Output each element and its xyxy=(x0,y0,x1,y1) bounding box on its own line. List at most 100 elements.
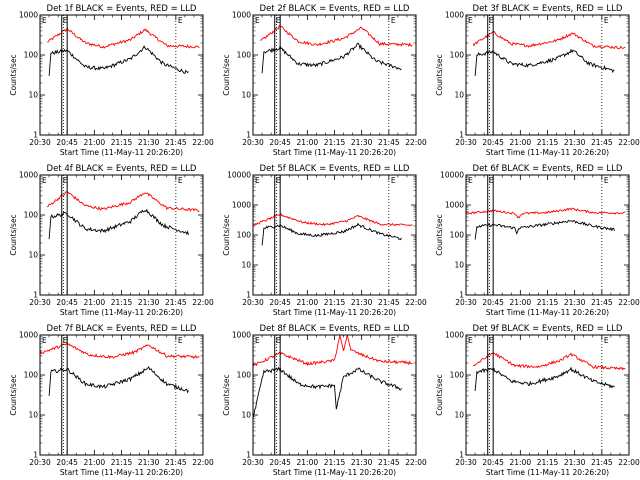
events-series-line xyxy=(48,45,189,76)
events-series-line xyxy=(48,365,189,396)
y-tick-label: 1 xyxy=(246,451,251,460)
x-tick-label: 22:00 xyxy=(405,458,427,467)
event-marker-letter: E xyxy=(276,16,281,25)
x-tick-label: 21:15 xyxy=(537,138,559,147)
x-axis-label: Start Time (11-May-11 20:26:20) xyxy=(273,308,396,317)
event-marker-letter: E xyxy=(42,16,47,25)
x-tick-label: 20:45 xyxy=(482,458,504,467)
x-axis-label: Start Time (11-May-11 20:26:20) xyxy=(60,468,183,477)
event-marker-letter: E xyxy=(468,336,473,345)
y-axis-label: Counts/sec xyxy=(9,374,18,415)
x-tick-label: 21:30 xyxy=(564,458,586,467)
chart-title: Det 4f BLACK = Events, RED = LLD xyxy=(47,164,197,174)
event-marker-letter: E xyxy=(42,336,47,345)
x-tick-label: 21:45 xyxy=(165,458,187,467)
lld-series-line xyxy=(252,213,413,227)
x-tick-label: 20:30 xyxy=(242,458,264,467)
x-tick-label: 20:30 xyxy=(455,138,477,147)
x-tick-label: 21:30 xyxy=(564,138,586,147)
x-axis-label: Start Time (11-May-11 20:26:20) xyxy=(486,148,609,157)
x-tick-label: 21:00 xyxy=(84,138,106,147)
event-marker-letter: E xyxy=(276,176,281,185)
x-axis-label: Start Time (11-May-11 20:26:20) xyxy=(273,468,396,477)
chart-panel: Det 7f BLACK = Events, RED = LLD 20:30 20:… xyxy=(9,324,214,477)
chart-title: Det 6f BLACK = Events, RED = LLD xyxy=(473,164,623,174)
event-marker-letter: E xyxy=(489,16,494,25)
x-tick-label: 21:00 xyxy=(297,138,319,147)
chart-panel: Det 2f BLACK = Events, RED = LLD 20:30 20:… xyxy=(222,4,427,157)
x-tick-label: 22:00 xyxy=(192,138,214,147)
x-tick-label: 21:45 xyxy=(165,298,187,307)
y-tick-label: 1000 xyxy=(445,201,464,210)
y-tick-label: 1 xyxy=(459,291,464,300)
x-tick-label: 22:00 xyxy=(405,138,427,147)
x-tick-label: 20:45 xyxy=(56,138,78,147)
plot-frame xyxy=(465,334,630,456)
event-marker-letter: E xyxy=(391,16,396,25)
x-tick-label: 21:15 xyxy=(111,138,133,147)
x-tick-label: 21:45 xyxy=(591,298,613,307)
y-tick-label: 10 xyxy=(454,261,464,270)
chart-title: Det 7f BLACK = Events, RED = LLD xyxy=(47,324,197,334)
y-tick-label: 10 xyxy=(28,91,38,100)
x-tick-label: 20:45 xyxy=(482,298,504,307)
plot-frame xyxy=(465,14,630,136)
event-marker-letter: E xyxy=(178,16,183,25)
events-series-line xyxy=(252,366,402,419)
y-tick-label: 10000 xyxy=(440,171,464,180)
lld-series-line xyxy=(252,333,413,367)
event-marker-letter: E xyxy=(63,336,68,345)
y-tick-label: 10 xyxy=(241,91,251,100)
event-marker-letter: E xyxy=(604,176,609,185)
event-marker-letter: E xyxy=(391,336,396,345)
y-tick-label: 10 xyxy=(28,411,38,420)
x-tick-label: 21:30 xyxy=(138,298,160,307)
x-axis-label: Start Time (11-May-11 20:26:20) xyxy=(486,468,609,477)
y-tick-label: 1000 xyxy=(19,171,38,180)
lld-series-line xyxy=(259,25,413,48)
lld-series-line xyxy=(472,30,626,50)
y-tick-label: 100 xyxy=(24,211,39,220)
x-tick-label: 21:30 xyxy=(351,298,373,307)
x-tick-label: 20:45 xyxy=(482,138,504,147)
y-tick-label: 100 xyxy=(237,371,252,380)
x-tick-label: 21:45 xyxy=(165,138,187,147)
x-tick-label: 21:45 xyxy=(591,458,613,467)
events-series-line xyxy=(261,222,402,246)
event-marker-letter: E xyxy=(489,176,494,185)
y-tick-label: 10000 xyxy=(227,171,251,180)
chart-title: Det 3f BLACK = Events, RED = LLD xyxy=(473,4,623,14)
y-tick-label: 1000 xyxy=(445,11,464,20)
x-tick-label: 21:45 xyxy=(378,298,400,307)
y-tick-label: 100 xyxy=(237,51,252,60)
y-axis-label: Counts/sec xyxy=(9,214,18,255)
x-tick-label: 21:45 xyxy=(378,458,400,467)
events-series-line xyxy=(48,208,189,240)
y-axis-label: Counts/sec xyxy=(435,374,444,415)
x-tick-label: 20:30 xyxy=(455,298,477,307)
chart-panel: Det 6f BLACK = Events, RED = LLD 20:30 20:… xyxy=(435,164,640,317)
x-tick-label: 20:45 xyxy=(269,458,291,467)
x-tick-label: 22:00 xyxy=(192,458,214,467)
x-axis-label: Start Time (11-May-11 20:26:20) xyxy=(273,148,396,157)
x-tick-label: 21:00 xyxy=(510,298,532,307)
event-marker-letter: E xyxy=(468,176,473,185)
chart-title: Det 8f BLACK = Events, RED = LLD xyxy=(260,324,410,334)
x-tick-label: 21:30 xyxy=(138,138,160,147)
y-tick-label: 1000 xyxy=(232,11,251,20)
chart-title: Det 5f BLACK = Events, RED = LLD xyxy=(260,164,410,174)
x-tick-label: 21:00 xyxy=(297,458,319,467)
events-series-line xyxy=(474,366,615,391)
y-axis-label: Counts/sec xyxy=(222,374,231,415)
lld-series-line xyxy=(47,27,200,49)
x-tick-label: 22:00 xyxy=(618,458,640,467)
x-tick-label: 22:00 xyxy=(618,298,640,307)
x-tick-label: 21:15 xyxy=(111,458,133,467)
chart-panel: Det 4f BLACK = Events, RED = LLD 20:30 20:… xyxy=(9,164,214,317)
y-tick-label: 10 xyxy=(241,261,251,270)
x-tick-label: 20:30 xyxy=(455,458,477,467)
lld-series-line xyxy=(46,191,200,213)
x-tick-label: 20:45 xyxy=(56,458,78,467)
x-tick-label: 21:30 xyxy=(351,138,373,147)
